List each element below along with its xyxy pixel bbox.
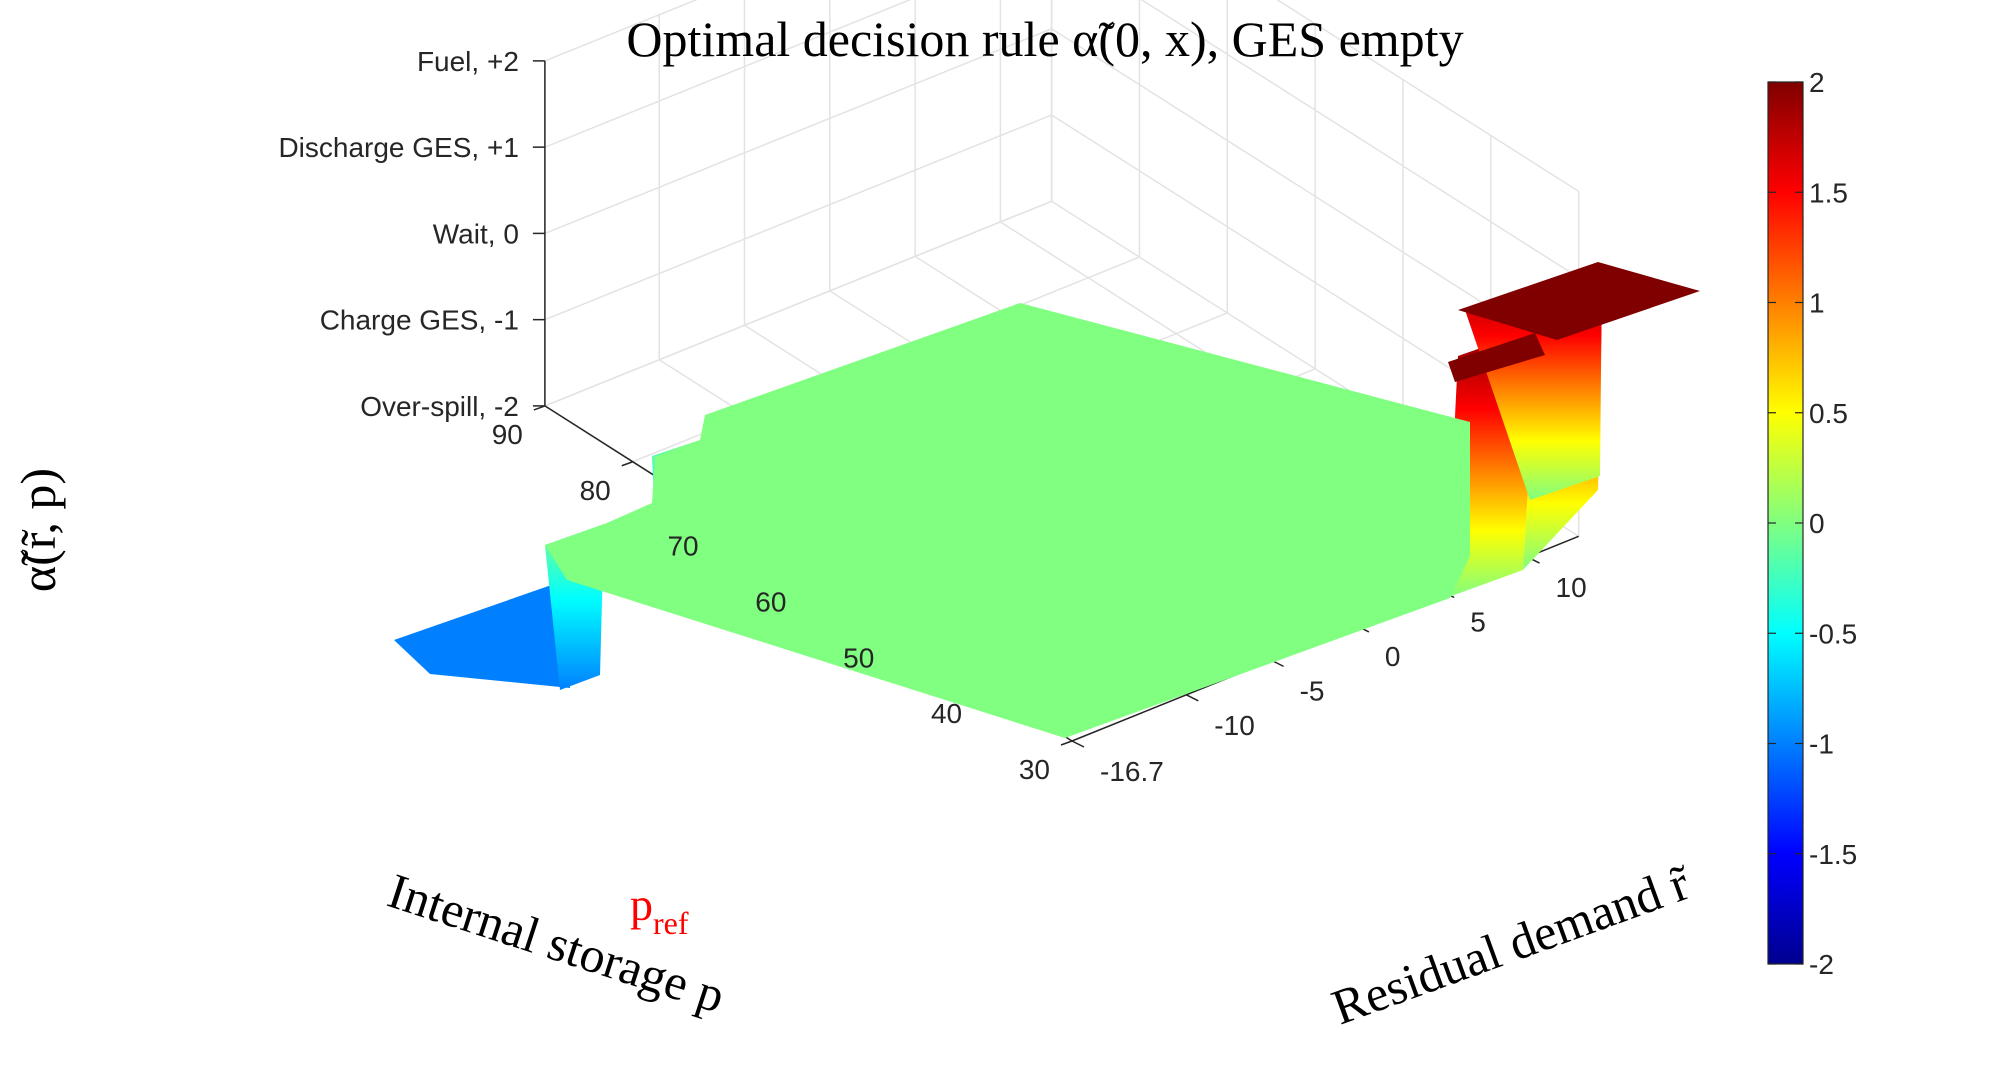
fuel-upper-strip — [1448, 333, 1545, 382]
colorbar-tick-label: 2 — [1809, 67, 1825, 98]
p-tick-label: 80 — [580, 475, 611, 506]
p-ref-subscript: ref — [653, 905, 689, 941]
wall-grid-z2 — [544, 0, 698, 62]
wall-grid-z — [1276, 0, 1580, 192]
z-tick-label: Discharge GES, +1 — [278, 132, 518, 163]
x-axis-label: Internal storage p — [382, 862, 732, 1023]
wall-grid-z2 — [544, 28, 1052, 235]
r-tick-label: 10 — [1556, 572, 1587, 603]
r-tick-label: 0 — [1385, 641, 1401, 672]
r-tick-label: -16.7 — [1100, 756, 1164, 787]
r-tick-label: -10 — [1214, 710, 1254, 741]
wall-grid-z — [1140, 0, 1580, 279]
colorbar-tick-label: -1 — [1809, 729, 1834, 760]
r-tick-mark — [1071, 740, 1085, 748]
y-axis-label: Residual demand r̃ — [1325, 853, 1700, 1035]
colorbar-tick-label: 1 — [1809, 288, 1825, 319]
wall-grid-z2 — [544, 200, 1052, 407]
z-tick-label: Wait, 0 — [433, 218, 519, 249]
wait-plateau — [545, 303, 1470, 738]
p-tick-label: 40 — [931, 698, 962, 729]
p-tick-label: 60 — [755, 586, 786, 617]
colorbar-tick-label: 1.5 — [1809, 177, 1848, 208]
fuel-top — [1458, 262, 1700, 340]
wall-grid-z2 — [544, 0, 912, 148]
z-tick-label: Charge GES, -1 — [320, 305, 519, 336]
r-tick-mark — [1185, 694, 1199, 702]
tick-labels: 90 80 70 60 50 40 30 -16.7 -10 -5 0 5 10 Over-spill, … — [278, 46, 1586, 787]
surface — [394, 262, 1700, 738]
colorbar-tick-label: -0.5 — [1809, 618, 1857, 649]
colorbar-tick-label: -1.5 — [1809, 839, 1857, 870]
z-tick-label: Over-spill, -2 — [360, 391, 519, 422]
wall-grid-z2 — [544, 114, 1052, 321]
colorbar-tick-label: 0.5 — [1809, 398, 1848, 429]
p-tick-mark — [621, 461, 634, 467]
p-tick-mark — [1060, 740, 1073, 746]
p-tick-label: 90 — [492, 419, 523, 450]
z-axis-label: α̃(r̃, p) — [10, 468, 66, 592]
r-tick-label: -5 — [1300, 675, 1325, 706]
p-ref-label: pref — [630, 879, 689, 941]
colorbar-tick-label: -2 — [1809, 949, 1834, 980]
p-tick-label: 50 — [843, 642, 874, 673]
p-tick-label: 70 — [667, 531, 698, 562]
r-tick-label: 5 — [1470, 606, 1486, 637]
p-tick-label: 30 — [1019, 754, 1050, 785]
charge-region — [394, 582, 570, 688]
chart-title: Optimal decision rule α̃(0, x), GES empt… — [626, 11, 1463, 67]
colorbar: 2 1.5 1 0.5 0 -0.5 -1 -1.5 -2 — [1767, 67, 1857, 980]
colorbar-tick-label: 0 — [1809, 508, 1825, 539]
z-tick-label: Fuel, +2 — [417, 46, 519, 77]
